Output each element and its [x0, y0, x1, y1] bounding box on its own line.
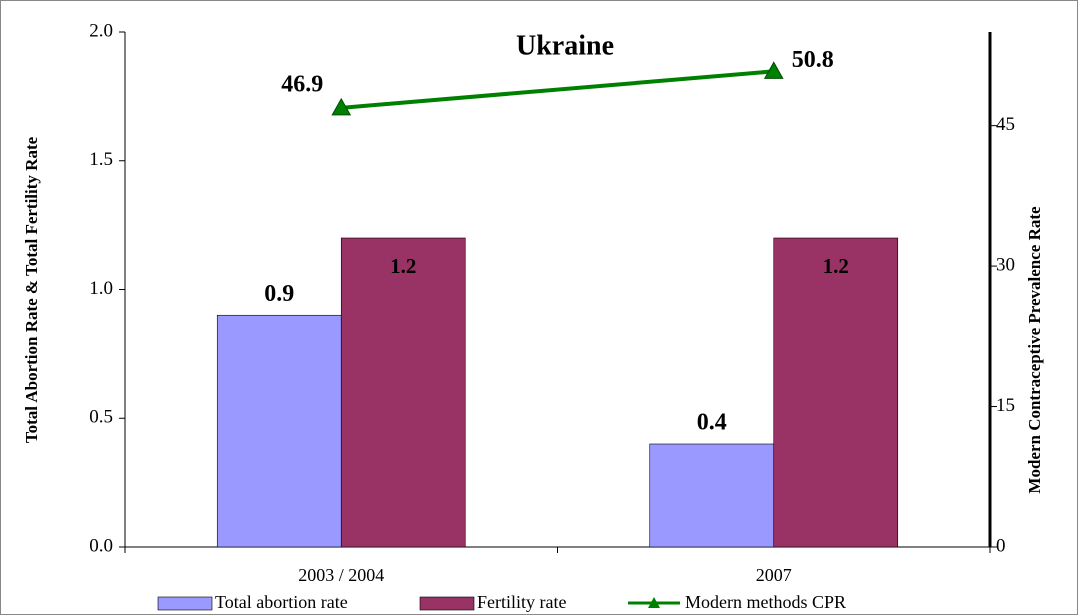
- y-tick-label: 0.0: [89, 535, 113, 556]
- y2-tick-label: 30: [996, 254, 1015, 275]
- bar: [340, 237, 466, 548]
- legend-marker: [648, 597, 660, 608]
- data-label: 0.9: [264, 281, 294, 307]
- y-tick-label: 1.5: [89, 149, 113, 170]
- y-axis-title: Total Abortion Rate & Total Fertility Ra…: [22, 136, 41, 443]
- data-label: 0.4: [697, 410, 727, 436]
- y-tick-label: 1.0: [89, 278, 113, 299]
- y-tick-label: 2.0: [89, 20, 113, 41]
- legend-swatch: [419, 596, 475, 611]
- legend-label: Total abortion rate: [215, 592, 348, 612]
- bar: [216, 314, 342, 548]
- legend-swatch: [157, 596, 213, 611]
- x-tick-label: 2003 / 2004: [298, 565, 384, 585]
- line-marker: [331, 97, 352, 116]
- data-label: 50.8: [792, 47, 834, 73]
- bar: [773, 237, 899, 548]
- data-label: 46.9: [281, 71, 323, 97]
- y-tick-label: 0.5: [89, 407, 113, 428]
- legend-label: Fertility rate: [477, 592, 566, 612]
- line: [341, 69, 774, 110]
- chart-title: Ukraine: [516, 30, 614, 61]
- y2-tick-label: 15: [996, 395, 1015, 416]
- data-label: 1.2: [823, 254, 849, 278]
- data-label: 1.2: [390, 254, 416, 278]
- legend-label: Modern methods CPR: [685, 592, 846, 612]
- y2-tick-label: 0: [996, 535, 1006, 556]
- x-tick-label: 2007: [756, 565, 792, 585]
- bar: [649, 443, 775, 548]
- y2-axis-title: Modern Contraceptive Prevalence Rate: [1025, 206, 1044, 494]
- y2-tick-label: 45: [996, 114, 1015, 135]
- line-marker: [763, 61, 784, 79]
